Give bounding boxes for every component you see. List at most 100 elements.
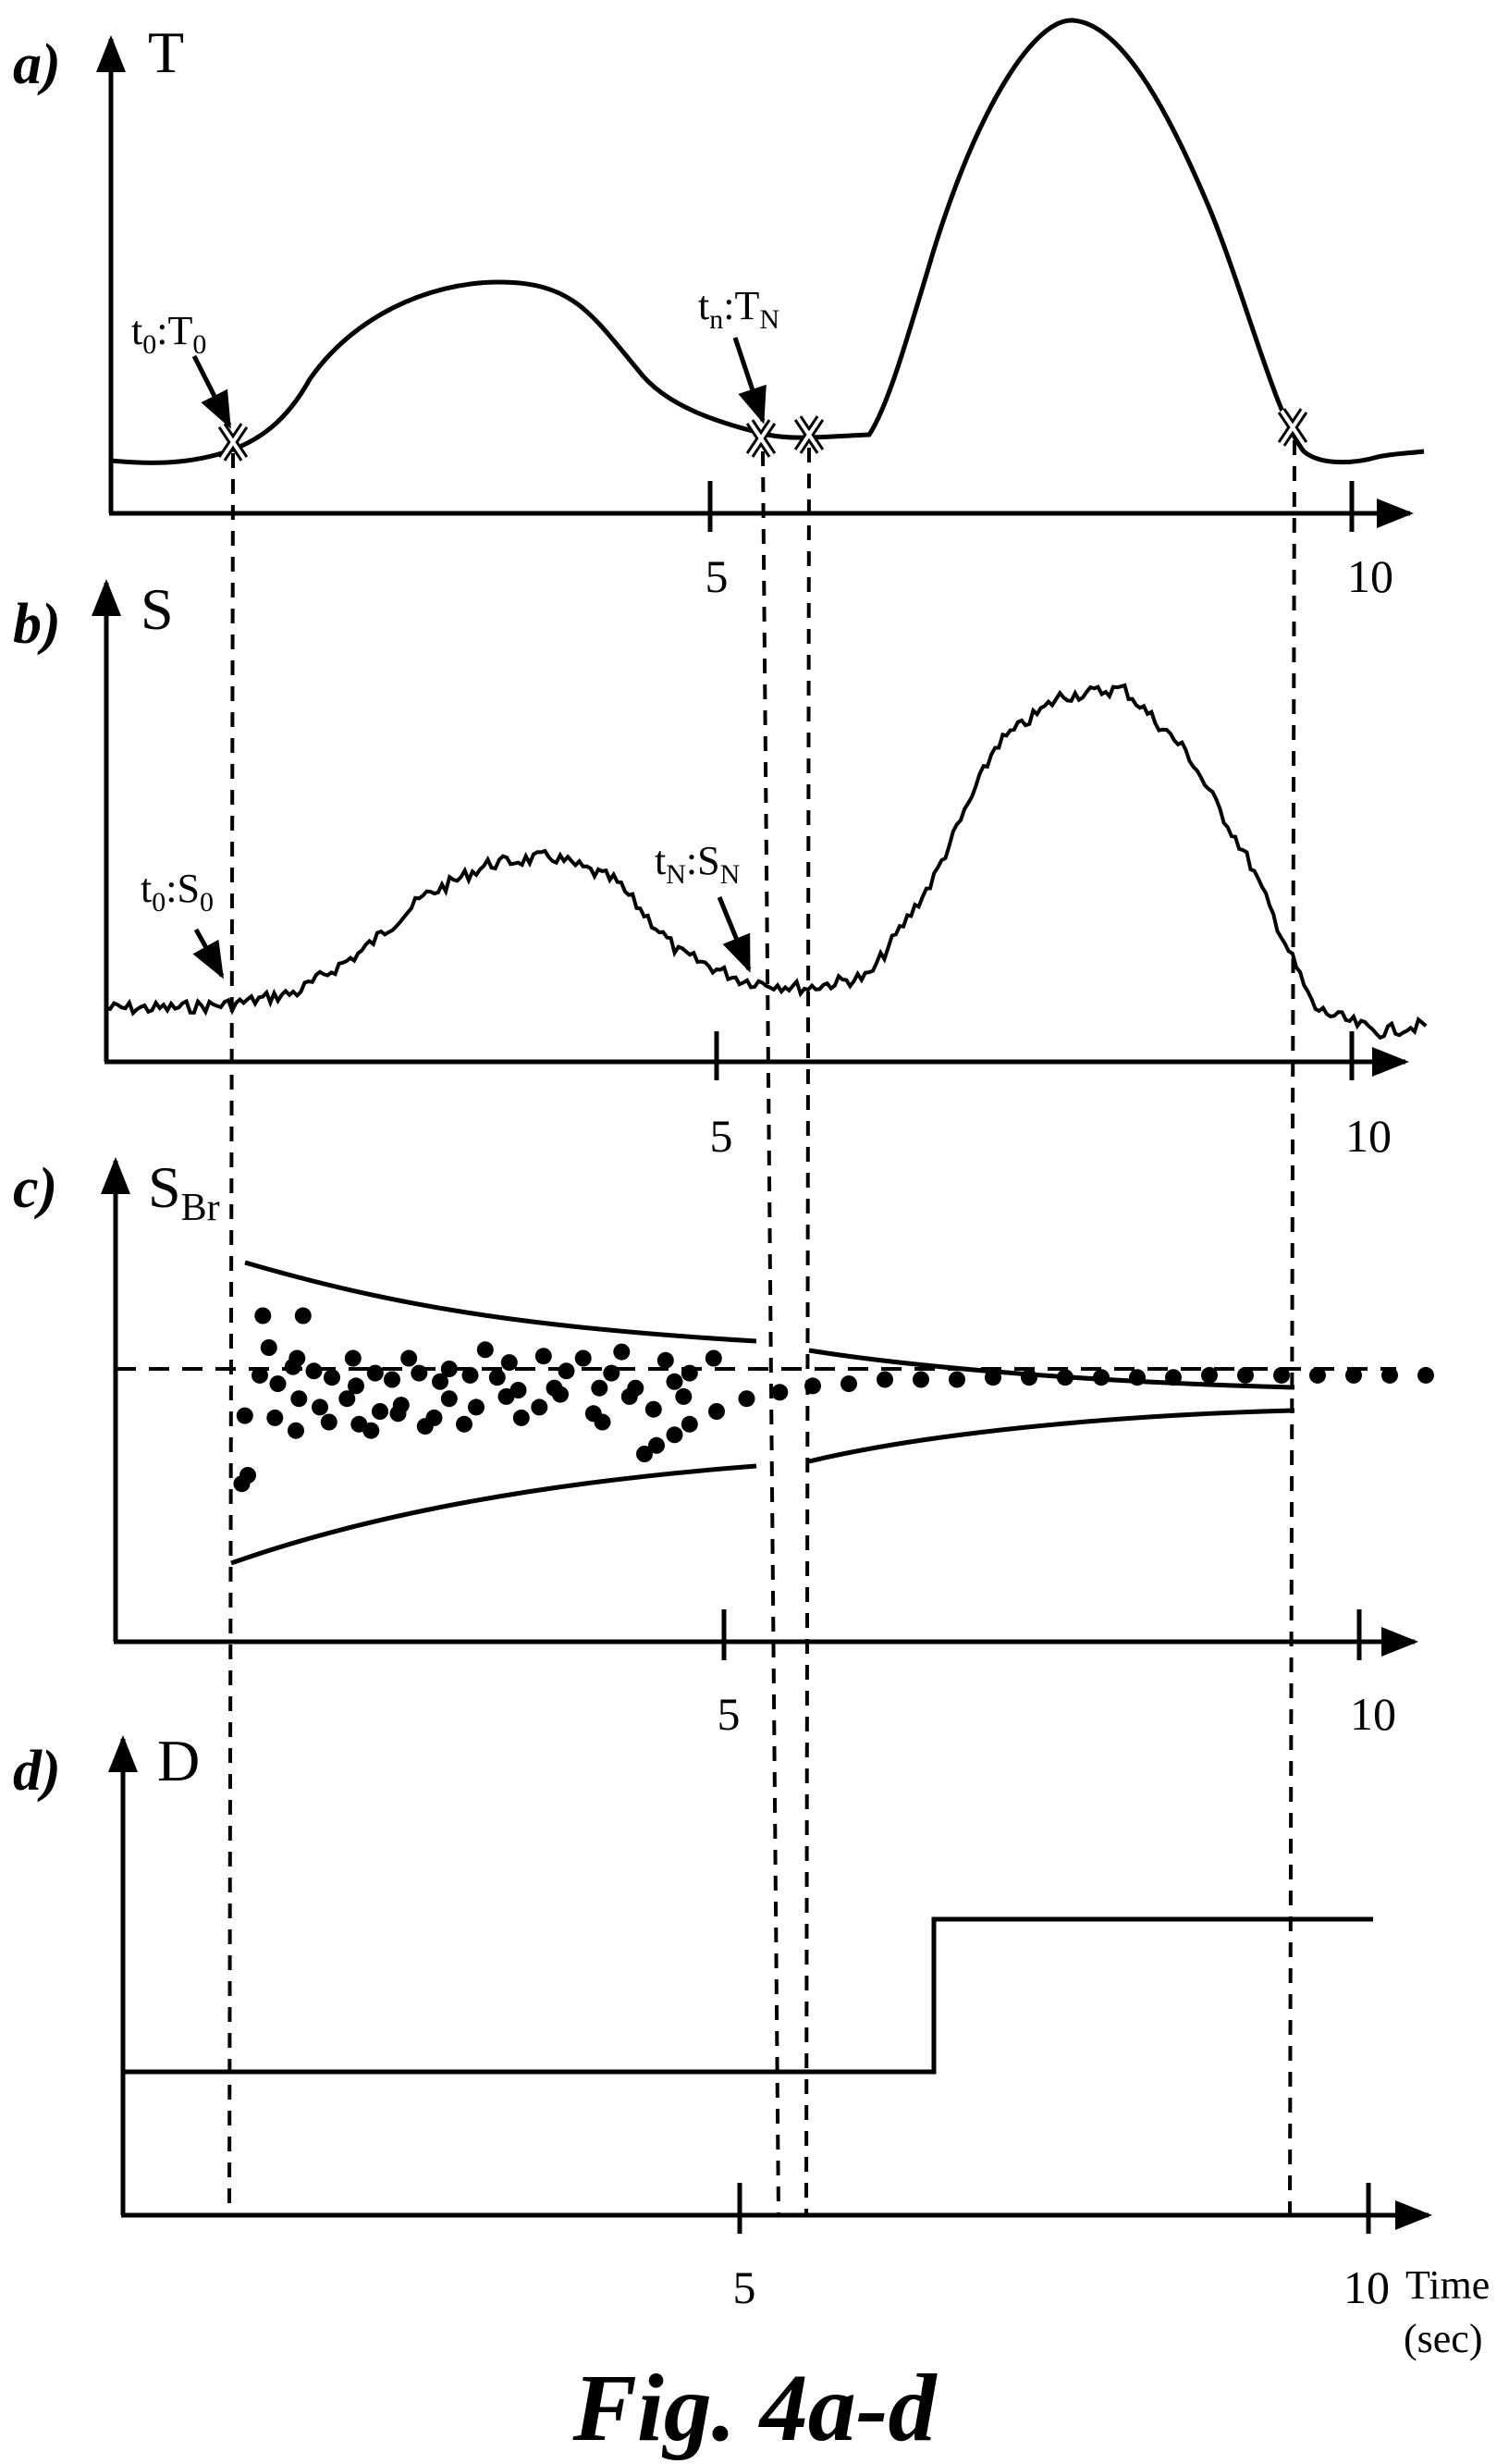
panel-b-tick-label-10: 10 (1345, 1110, 1392, 1162)
scatter-point (594, 1413, 611, 1431)
scatter-point (512, 1409, 530, 1426)
panel-a-temperature-curve (110, 18, 1425, 465)
time-axis-label: Time (1405, 2262, 1490, 2308)
scatter-point (468, 1398, 485, 1416)
scatter-point (239, 1467, 256, 1484)
time-marker-line-4 (1288, 439, 1296, 2216)
scatter-point (236, 1407, 253, 1424)
panel-a-letter: a) (13, 33, 61, 96)
panel-a-x-marker-3 (793, 415, 825, 454)
panel-b-letter: b) (13, 593, 61, 656)
scatter-point (840, 1375, 857, 1393)
scatter-point (254, 1307, 272, 1324)
panel-b-signal-curve (105, 683, 1428, 1041)
scatter-point (531, 1398, 548, 1416)
scatter-point (620, 1387, 638, 1405)
panel-b: b) S 5 10 t0:S0 tN:SN (13, 576, 1428, 1162)
scatter-point (384, 1371, 400, 1388)
scatter-point (648, 1436, 665, 1454)
scatter-point (771, 1384, 789, 1401)
panel-c: c) SBr 5 10 (13, 1154, 1434, 1740)
panel-b-arrow-t0 (192, 928, 225, 979)
panel-a-arrow-tn (732, 337, 767, 425)
time-marker-line-1 (227, 452, 235, 2216)
scatter-point (666, 1426, 683, 1444)
scatter-point (461, 1366, 479, 1384)
scatter-point (411, 1364, 428, 1382)
scatter-point (1309, 1366, 1326, 1384)
scatter-point (440, 1361, 458, 1377)
panel-b-arrow-tN (717, 896, 752, 973)
panel-c-y-label: SBr (148, 1154, 220, 1229)
scatter-point (1273, 1366, 1290, 1384)
scatter-point (456, 1415, 472, 1433)
scatter-point (416, 1418, 434, 1435)
scatter-point (288, 1422, 304, 1439)
scatter-point (603, 1364, 620, 1382)
panel-d-tick-label-10: 10 (1343, 2261, 1390, 2313)
panel-a-tick-label-10: 10 (1347, 550, 1393, 602)
panel-b-y-label: S (141, 576, 174, 642)
panel-c-scatter-points (233, 1307, 1434, 1493)
scatter-point (476, 1341, 494, 1359)
scatter-point (1021, 1369, 1037, 1386)
scatter-point (644, 1400, 662, 1418)
time-marker-line-3 (804, 447, 811, 2216)
scatter-point (440, 1390, 458, 1408)
panel-c-lower-envelope-1 (230, 1463, 757, 1566)
scatter-point (636, 1446, 653, 1462)
scatter-point (1201, 1366, 1218, 1384)
scatter-point (366, 1364, 384, 1382)
scatter-point (324, 1369, 340, 1386)
scatter-point (266, 1409, 284, 1426)
scatter-point (877, 1371, 893, 1388)
scatter-point (1237, 1366, 1254, 1384)
scatter-point (432, 1373, 448, 1390)
scatter-point (558, 1362, 575, 1380)
panel-b-label-tN-SN: tN:SN (655, 838, 740, 890)
scatter-point (591, 1379, 608, 1397)
scatter-point (362, 1422, 380, 1439)
panel-a: a) T 5 10 t0:T0 tn:TN (13, 18, 1425, 602)
scatter-point (681, 1364, 698, 1382)
panel-d-letter: d) (13, 1740, 61, 1803)
scatter-point (1165, 1369, 1182, 1386)
scatter-point (738, 1390, 755, 1408)
scatter-point (389, 1405, 407, 1423)
scatter-point (552, 1386, 569, 1403)
scatter-point (574, 1349, 592, 1367)
scatter-point (344, 1349, 362, 1367)
panel-a-tick-label-5: 5 (705, 550, 729, 602)
panel-a-x-marker-t0 (217, 423, 249, 462)
scatter-point (500, 1354, 518, 1372)
figure-caption: Fig. 4a-d (572, 2355, 939, 2461)
panel-c-tick-label-10: 10 (1350, 1688, 1396, 1740)
scatter-point (1345, 1366, 1362, 1384)
scatter-point (1057, 1369, 1073, 1386)
panel-c-lower-envelope-2 (808, 1408, 1295, 1464)
scatter-point (338, 1390, 356, 1408)
scatter-point (372, 1403, 388, 1420)
panel-a-x-marker-tn (745, 419, 777, 458)
time-marker-line-2 (761, 450, 780, 2216)
scatter-point (705, 1349, 722, 1367)
panel-a-arrow-t0 (191, 354, 232, 429)
panel-a-label-t0-T0: t0:T0 (131, 308, 206, 360)
scatter-point (305, 1362, 323, 1380)
panel-d-tick-label-5: 5 (733, 2261, 756, 2313)
scatter-point (400, 1349, 418, 1367)
scatter-point (534, 1348, 552, 1365)
scatter-point (1381, 1366, 1398, 1384)
scatter-point (284, 1358, 301, 1375)
scatter-point (949, 1371, 965, 1388)
scatter-point (290, 1390, 308, 1408)
panel-c-letter: c) (13, 1157, 57, 1220)
scatter-point (1129, 1369, 1146, 1386)
scatter-point (269, 1375, 287, 1393)
scatter-point (320, 1413, 337, 1431)
panel-d-decision-step (123, 1916, 1373, 2075)
scatter-point (708, 1403, 725, 1420)
panel-c-upper-envelope-1 (244, 1260, 757, 1344)
scatter-point (488, 1369, 506, 1386)
